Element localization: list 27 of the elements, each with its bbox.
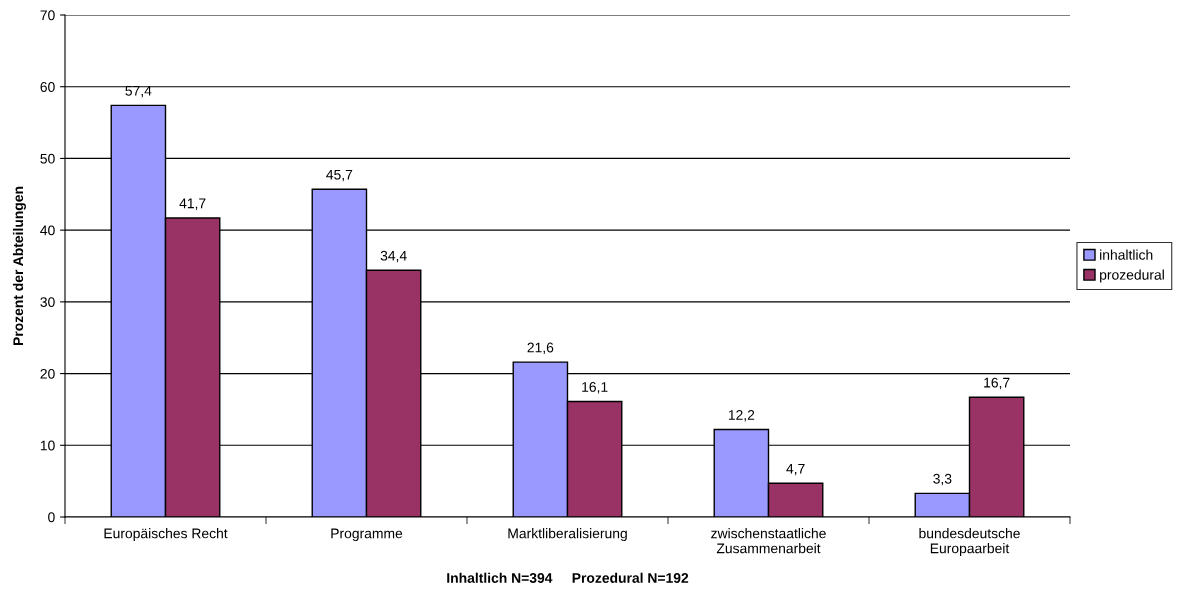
data-label: 3,3	[933, 473, 952, 486]
x-tick-label: bundesdeutsche Europaarbeit	[919, 528, 1020, 557]
data-label: 57,4	[125, 85, 152, 98]
x-tick-label: Europäisches Recht	[104, 528, 228, 542]
data-label: 45,7	[326, 169, 353, 182]
y-tick-label: 10	[40, 440, 55, 451]
legend-label: inhaltlich	[1100, 249, 1153, 260]
y-tick-label: 40	[40, 225, 55, 236]
y-tick-label: 70	[40, 10, 55, 21]
y-tick-label: 20	[40, 368, 55, 379]
data-label: 16,7	[984, 377, 1010, 390]
y-tick-label: 50	[40, 153, 55, 164]
x-axis-title: Inhaltlich N=394 Prozedural N=192	[447, 572, 689, 583]
y-tick-label: 30	[40, 297, 55, 308]
data-label: 21,6	[527, 342, 554, 355]
y-tick-label: 60	[40, 82, 55, 92]
legend-label: prozedural	[1100, 269, 1164, 283]
data-label: 34,4	[380, 250, 407, 263]
x-tick-label: zwischenstaatliche Zusammenarbeit	[711, 528, 826, 554]
y-tick-label: 0	[48, 512, 55, 523]
data-label: 41,7	[179, 198, 206, 210]
data-label: 12,2	[728, 409, 755, 422]
data-label: 4,7	[786, 463, 805, 476]
x-tick-label: Marktliberalisierung	[508, 528, 627, 542]
y-axis-title: Prozent der Abteilungen	[12, 186, 26, 346]
x-tick-label: Programme	[331, 528, 403, 542]
data-label: 16,1	[582, 382, 608, 394]
